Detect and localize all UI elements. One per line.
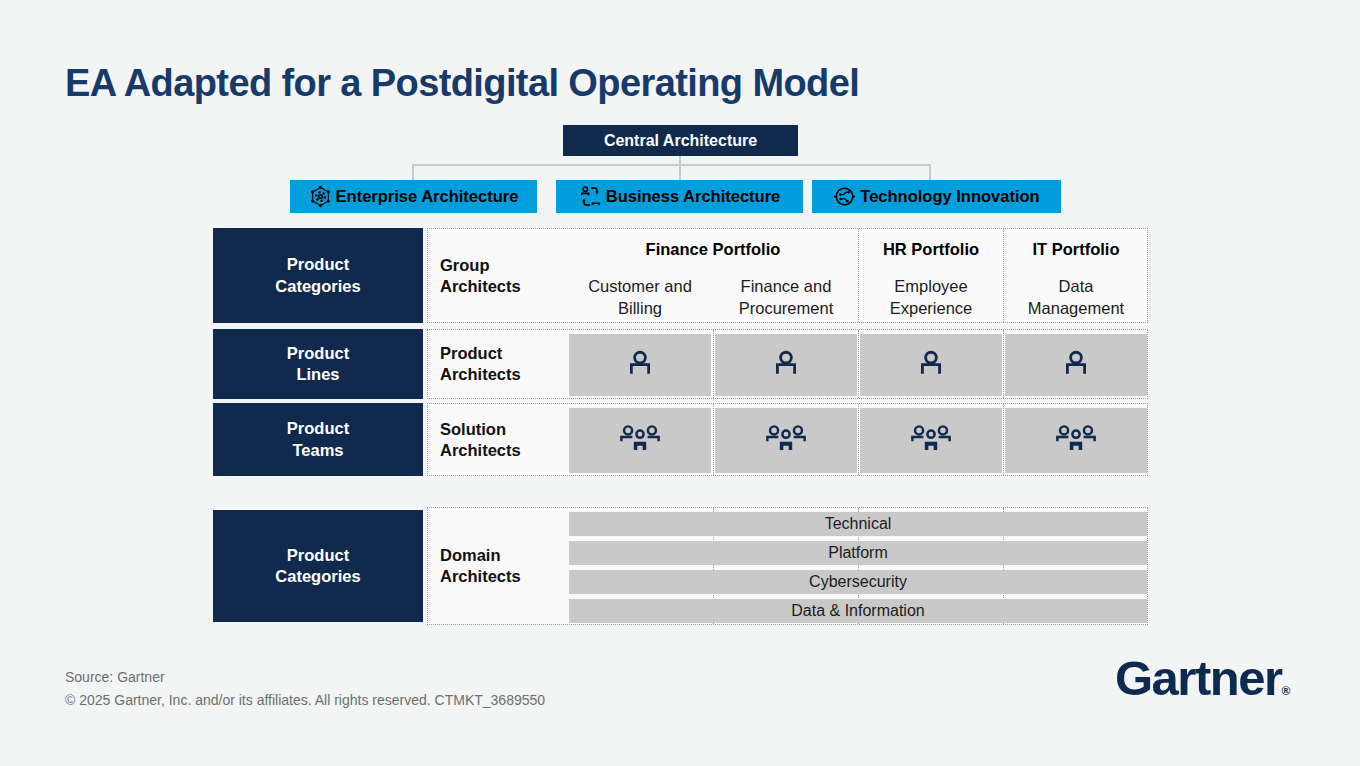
dotted-divider (713, 404, 714, 475)
portfolio-header-finance: Finance Portfolio (569, 240, 857, 259)
architect-label-group: Group Architects (440, 254, 521, 297)
dotted-divider (1003, 404, 1004, 475)
category-label: Teams (292, 441, 343, 459)
dotted-divider (858, 404, 859, 475)
banner-label: Technology Innovation (860, 187, 1039, 206)
copyright-text: © 2025 Gartner, Inc. and/or its affiliat… (65, 689, 545, 712)
dotted-divider (1003, 229, 1004, 322)
dotted-divider (713, 330, 714, 398)
source-text: Source: Gartner (65, 666, 545, 689)
grid-cell-product-architect (569, 334, 711, 396)
domain-bar-data-information: Data & Information (569, 599, 1147, 623)
grid-cell-product-architect (715, 334, 857, 396)
domain-bar-platform: Platform (569, 541, 1147, 565)
domain-architects-row: Domain Architects Technical Platform Cyb… (427, 507, 1148, 625)
category-label: Categories (275, 277, 360, 295)
people-group-icon (619, 422, 661, 459)
architect-label-domain: Domain Architects (440, 545, 521, 588)
dotted-divider (1003, 330, 1004, 398)
category-box-product-categories: Product Categories (213, 228, 423, 323)
dotted-divider (858, 229, 859, 322)
domain-bar-technical: Technical (569, 512, 1147, 536)
gear-network-icon (309, 185, 332, 208)
category-label: Product (287, 546, 349, 564)
category-box-product-lines: Product Lines (213, 329, 423, 399)
grid-cell-product-architect (1005, 334, 1147, 396)
grid-cell-product-architect (860, 334, 1002, 396)
category-box-product-teams: Product Teams (213, 403, 423, 476)
dotted-divider (858, 330, 859, 398)
gartner-figure: EA Adapted for a Postdigital Operating M… (0, 0, 1360, 766)
central-architecture-label: Central Architecture (604, 132, 757, 150)
category-label: Product (287, 255, 349, 273)
category-label: Categories (275, 567, 360, 585)
people-exchange-icon (579, 185, 602, 208)
connector-line (412, 164, 931, 166)
banner-enterprise-architecture: Enterprise Architecture (290, 180, 537, 213)
grid-cell-solution-architect (860, 408, 1002, 473)
person-icon (626, 349, 654, 381)
header-row: Group Architects Finance Portfolio HR Po… (427, 228, 1148, 323)
grid-cell-solution-architect (1005, 408, 1147, 473)
circuit-brain-icon (833, 185, 856, 208)
portfolio-header-it: IT Portfolio (1005, 240, 1147, 259)
people-group-icon (765, 422, 807, 459)
connector-line (679, 164, 681, 181)
people-group-icon (1055, 422, 1097, 459)
product-header-finance-procurement: Finance and Procurement (715, 276, 857, 320)
central-architecture-box: Central Architecture (563, 125, 798, 156)
connector-line (412, 164, 414, 181)
category-box-product-categories-bottom: Product Categories (213, 510, 423, 622)
person-icon (917, 349, 945, 381)
architect-label-product: Product Architects (440, 343, 521, 386)
grid-cell-solution-architect (715, 408, 857, 473)
architect-label-solution: Solution Architects (440, 418, 521, 461)
person-icon (1062, 349, 1090, 381)
gartner-logo: Gartner® (1115, 650, 1290, 706)
portfolio-header-hr: HR Portfolio (860, 240, 1002, 259)
people-group-icon (910, 422, 952, 459)
product-header-data-management: Data Management (1005, 276, 1147, 320)
banner-label: Business Architecture (606, 187, 781, 206)
category-label: Lines (296, 365, 339, 383)
person-icon (772, 349, 800, 381)
banner-business-architecture: Business Architecture (556, 180, 803, 213)
product-architects-row: Product Architects (427, 329, 1148, 399)
registered-mark: ® (1282, 684, 1291, 698)
footer: Source: Gartner © 2025 Gartner, Inc. and… (65, 666, 545, 711)
product-header-customer-billing: Customer and Billing (569, 276, 711, 320)
solution-architects-row: Solution Architects (427, 403, 1148, 476)
banner-technology-innovation: Technology Innovation (812, 180, 1061, 213)
domain-bar-cybersecurity: Cybersecurity (569, 570, 1147, 594)
category-label: Product (287, 344, 349, 362)
grid-cell-solution-architect (569, 408, 711, 473)
page-title: EA Adapted for a Postdigital Operating M… (65, 62, 859, 105)
connector-line (929, 164, 931, 181)
banner-label: Enterprise Architecture (336, 187, 519, 206)
product-header-employee-experience: Employee Experience (860, 276, 1002, 320)
category-label: Product (287, 419, 349, 437)
